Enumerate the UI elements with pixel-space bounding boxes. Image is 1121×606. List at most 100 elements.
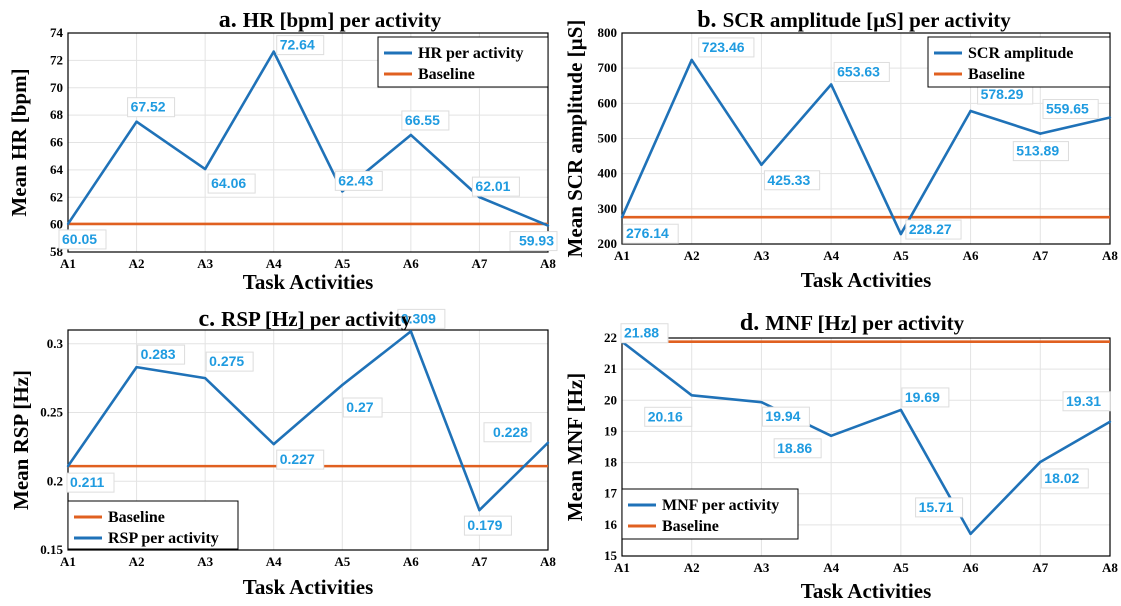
x-axis-label: Task Activities <box>801 268 932 292</box>
x-tick-label: A2 <box>684 248 700 263</box>
x-tick-label: A6 <box>963 248 979 263</box>
data-point <box>760 163 763 166</box>
data-label: 62.43 <box>334 170 383 191</box>
data-label-box <box>205 351 254 372</box>
data-label: 653.63 <box>833 61 890 82</box>
chart-title: d. MNF [Hz] per activity <box>740 310 965 336</box>
y-tick-label: 17 <box>604 486 618 501</box>
y-tick-label: 0.25 <box>40 405 63 420</box>
data-point <box>829 83 833 86</box>
x-tick-label: A7 <box>1032 248 1048 263</box>
series-line <box>66 50 549 227</box>
x-tick-label: A4 <box>823 560 839 575</box>
data-label-box <box>915 497 964 518</box>
data-label: 0.228 <box>483 422 532 443</box>
data-label-box <box>622 223 679 244</box>
chart-title-text: SCR amplitude [µS] per activity <box>723 8 1012 32</box>
legend: SCR amplitude Baseline <box>927 36 1111 88</box>
data-point <box>203 376 207 380</box>
x-tick-label: A6 <box>403 554 419 569</box>
legend: MNF per activity Baseline <box>621 488 799 540</box>
x-tick-label: A3 <box>197 256 213 271</box>
x-tick-label: A8 <box>1102 560 1118 575</box>
x-tick-label: A8 <box>540 256 556 271</box>
chart-title-text: HR [bpm] per activity <box>243 8 442 32</box>
data-label-box <box>66 472 115 493</box>
panel-b: 200 300 400 500 600 700 800 A1 A2 A3 A4 A5 A6 A7 A8 276… <box>563 7 1118 292</box>
data-label: 15.71 <box>915 497 964 518</box>
panel-d: 15 16 17 18 19 20 21 22 A1 A2 A3 A4 A5 A6 A7 A8 21.88 20.… <box>563 310 1118 603</box>
y-tick-label: 200 <box>598 236 618 251</box>
axes-frame <box>67 32 549 253</box>
data-label-text: 62.01 <box>475 178 510 194</box>
x-tick-label: A3 <box>753 248 769 263</box>
chart-title: c. RSP [Hz] per activity <box>199 306 412 332</box>
data-label-text: 15.71 <box>919 499 954 515</box>
data-point <box>66 464 70 468</box>
data-point <box>546 224 550 227</box>
y-tick-label: 19 <box>604 423 618 438</box>
data-label: 18.02 <box>1040 468 1089 489</box>
data-label-box <box>773 438 822 459</box>
data-point <box>341 383 344 387</box>
data-label-box <box>471 176 520 197</box>
y-tick-label: 20 <box>604 392 617 407</box>
data-label-box <box>1062 391 1111 412</box>
legend-label-baseline: Baseline <box>108 509 165 526</box>
data-label-box <box>698 37 755 58</box>
y-tick-label: 500 <box>598 131 618 146</box>
data-label-box <box>463 515 512 536</box>
data-point <box>969 532 972 536</box>
y-tick-label: 60 <box>50 217 63 232</box>
x-tick-label: A1 <box>60 256 76 271</box>
y-tick-label: 600 <box>598 95 618 110</box>
data-point <box>409 330 413 333</box>
data-point <box>620 216 624 219</box>
data-label-box <box>137 344 186 365</box>
data-label: 64.06 <box>207 173 256 194</box>
x-axis-label: Task Activities <box>243 270 374 294</box>
data-label: 723.46 <box>698 37 755 58</box>
data-point <box>135 120 138 123</box>
data-label: 559.65 <box>1042 99 1099 120</box>
data-label: 0.179 <box>463 515 512 536</box>
data-label: 18.86 <box>773 438 822 459</box>
data-label-text: 228.27 <box>909 221 952 237</box>
y-tick-label: 18 <box>604 455 618 470</box>
x-tick-label: A6 <box>963 560 979 575</box>
y-axis-label: Mean SCR amplitude [µS] <box>563 20 587 258</box>
data-label-text: 64.06 <box>211 175 246 191</box>
y-axis-label: Mean RSP [Hz] <box>9 370 33 510</box>
chart-title-text: RSP [Hz] per activity <box>221 307 412 331</box>
chart-title: a. HR [bpm] per activity <box>219 7 442 33</box>
data-point <box>135 365 138 369</box>
data-label-box <box>334 170 383 191</box>
data-label-box <box>483 422 532 443</box>
data-label-text: 18.02 <box>1044 470 1079 486</box>
y-axis-label: Mean HR [bpm] <box>7 68 31 216</box>
x-tick-label: A8 <box>1102 248 1118 263</box>
x-tick-label: A4 <box>266 554 282 569</box>
data-label-text: 723.46 <box>702 39 745 55</box>
data-label: 19.69 <box>901 387 950 408</box>
series-line <box>620 58 1111 236</box>
legend-label-series: HR per activity <box>418 45 523 62</box>
axes-frame <box>621 32 1111 245</box>
data-label-box <box>761 406 810 427</box>
x-tick-label: A5 <box>893 560 909 575</box>
data-label-text: 0.228 <box>493 424 528 440</box>
data-label-text: 66.55 <box>405 112 440 128</box>
y-tick-label: 68 <box>50 107 64 122</box>
y-tick-label: 16 <box>604 517 618 532</box>
data-label: 0.283 <box>137 344 186 365</box>
data-label-text: 559.65 <box>1046 101 1089 117</box>
x-tick-label: A1 <box>614 248 630 263</box>
data-label-box <box>1012 141 1069 162</box>
data-point <box>546 441 550 444</box>
data-label: 0.309 <box>397 308 446 329</box>
data-label-box <box>127 97 176 118</box>
data-label: 60.05 <box>58 229 107 250</box>
legend-box <box>927 36 1111 88</box>
data-label-text: 0.211 <box>70 474 104 490</box>
